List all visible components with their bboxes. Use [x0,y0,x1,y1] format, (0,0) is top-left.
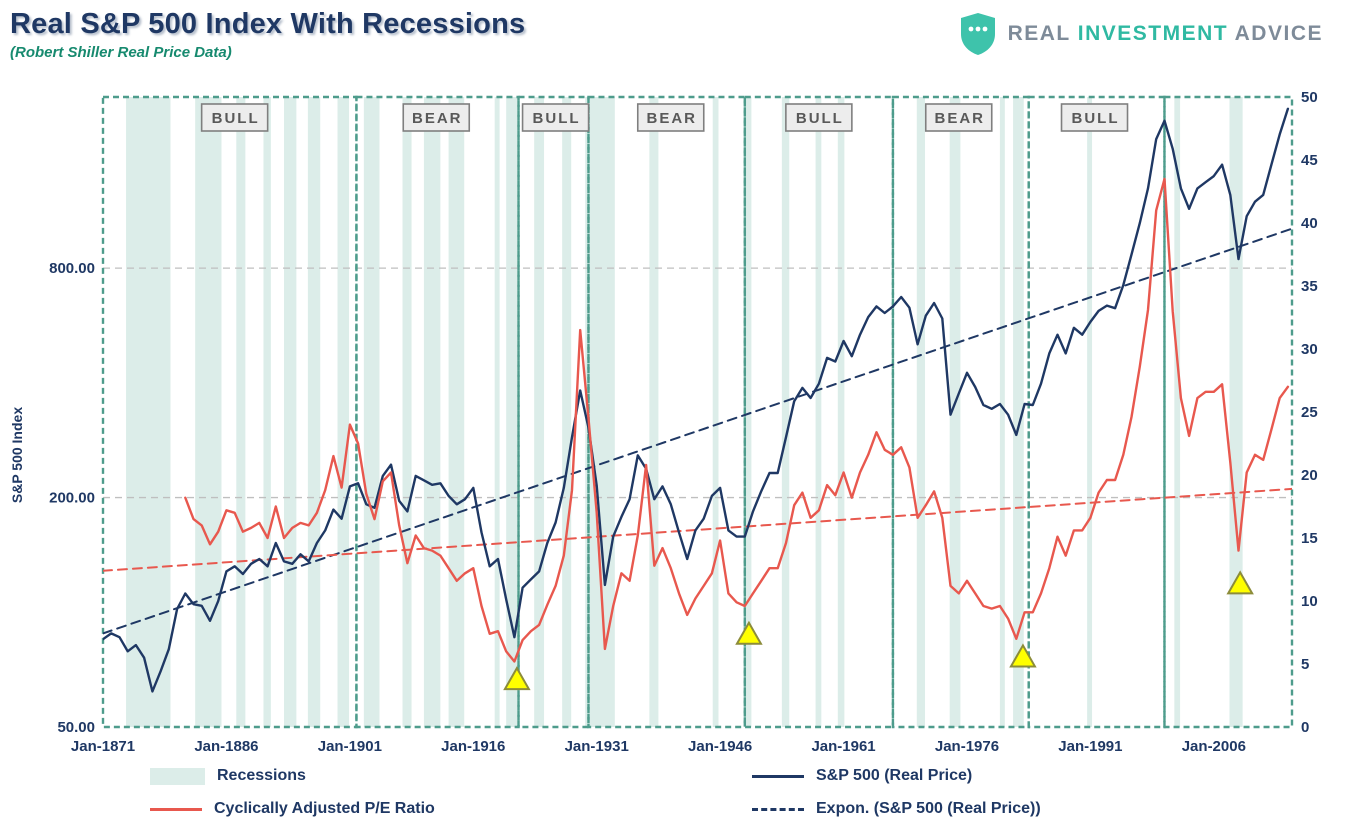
svg-text:S&P 500 Index: S&P 500 Index [9,407,25,503]
svg-text:25: 25 [1301,404,1318,421]
svg-text:800.00: 800.00 [49,260,95,277]
svg-text:200.00: 200.00 [49,490,95,507]
chart-area: BULL BEAR BULL BEAR BULL BEAR BULL 800.00 200.00… [9,89,1318,755]
svg-text:Jan-1961: Jan-1961 [811,738,875,755]
svg-text:5: 5 [1301,656,1309,673]
legend-label-cape: Cyclically Adjusted P/E Ratio [214,800,435,817]
svg-text:10: 10 [1301,593,1318,610]
svg-text:Jan-1916: Jan-1916 [441,738,505,755]
chart-legend: Recessions S&P 500 (Real Price) Cyclical… [0,757,1345,829]
svg-text:50: 50 [1301,89,1318,106]
bottom-markers [503,570,1254,691]
legend-label-recessions: Recessions [217,767,306,784]
brand-word-advice: ADVICE [1234,22,1323,45]
expon-line-swatch [752,807,804,811]
page-title: Real S&P 500 Index With Recessions [10,8,526,40]
svg-text:20: 20 [1301,467,1318,484]
svg-text:BULL: BULL [533,110,581,127]
svg-text:Jan-1886: Jan-1886 [194,738,258,755]
svg-text:50.00: 50.00 [57,719,95,736]
legend-item-expon: Expon. (S&P 500 (Real Price)) [752,798,1041,820]
legend-item-cape: Cyclically Adjusted P/E Ratio [150,798,435,820]
svg-text:Jan-1946: Jan-1946 [688,738,752,755]
series [103,107,1292,693]
svg-text:Jan-1991: Jan-1991 [1058,738,1122,755]
triangle-marker [1009,643,1037,668]
sp500-line-swatch [752,774,804,778]
svg-text:Jan-1901: Jan-1901 [318,738,382,755]
regime-labels: BULL BEAR BULL BEAR BULL BEAR BULL [200,103,1129,132]
cape-line [184,177,1290,663]
svg-text:0: 0 [1301,719,1309,736]
svg-text:Jan-1871: Jan-1871 [71,738,135,755]
triangle-marker [503,666,531,691]
axis-labels: 800.00 200.00 50.00 0 5 10 15 20 25 30 35 40 45 50 Jan… [9,89,1318,755]
legend-label-expon: Expon. (S&P 500 (Real Price)) [816,800,1041,817]
svg-text:BEAR: BEAR [934,110,985,127]
svg-text:35: 35 [1301,278,1318,295]
brand-logo: REAL INVESTMENT ADVICE [958,12,1323,56]
chart-header: Real S&P 500 Index With Recessions (Robe… [10,8,525,61]
legend-label-sp500: S&P 500 (Real Price) [816,767,973,784]
brand-shield-icon [960,13,995,55]
svg-text:45: 45 [1301,152,1318,169]
svg-text:BEAR: BEAR [412,110,463,127]
svg-text:BULL: BULL [212,110,260,127]
svg-text:15: 15 [1301,530,1318,547]
svg-text:30: 30 [1301,341,1318,358]
brand-name: REAL INVESTMENT ADVICE [1008,22,1323,46]
svg-text:Jan-1976: Jan-1976 [935,738,999,755]
svg-text:BEAR: BEAR [647,110,698,127]
recession-bands [126,97,1243,727]
svg-text:40: 40 [1301,215,1318,232]
legend-item-recessions: Recessions [150,765,306,787]
svg-text:BULL: BULL [796,110,844,127]
recession-swatch [150,767,205,785]
triangle-marker [735,620,763,645]
legend-item-sp500: S&P 500 (Real Price) [752,765,972,787]
cape-line-swatch [150,807,202,811]
svg-text:Jan-1931: Jan-1931 [565,738,629,755]
brand-word-real: REAL [1007,22,1071,45]
svg-text:BULL: BULL [1072,110,1120,127]
sp500-trend-line [103,227,1292,635]
svg-text:Jan-2006: Jan-2006 [1182,738,1246,755]
page-subtitle: (Robert Shiller Real Price Data) [10,44,232,61]
sp500-line [103,107,1290,693]
brand-word-investment: INVESTMENT [1077,22,1229,45]
gridlines [103,267,1292,499]
triangle-marker [1226,570,1254,595]
regime-boxes [101,95,1294,729]
cape-trend-line [103,487,1292,572]
